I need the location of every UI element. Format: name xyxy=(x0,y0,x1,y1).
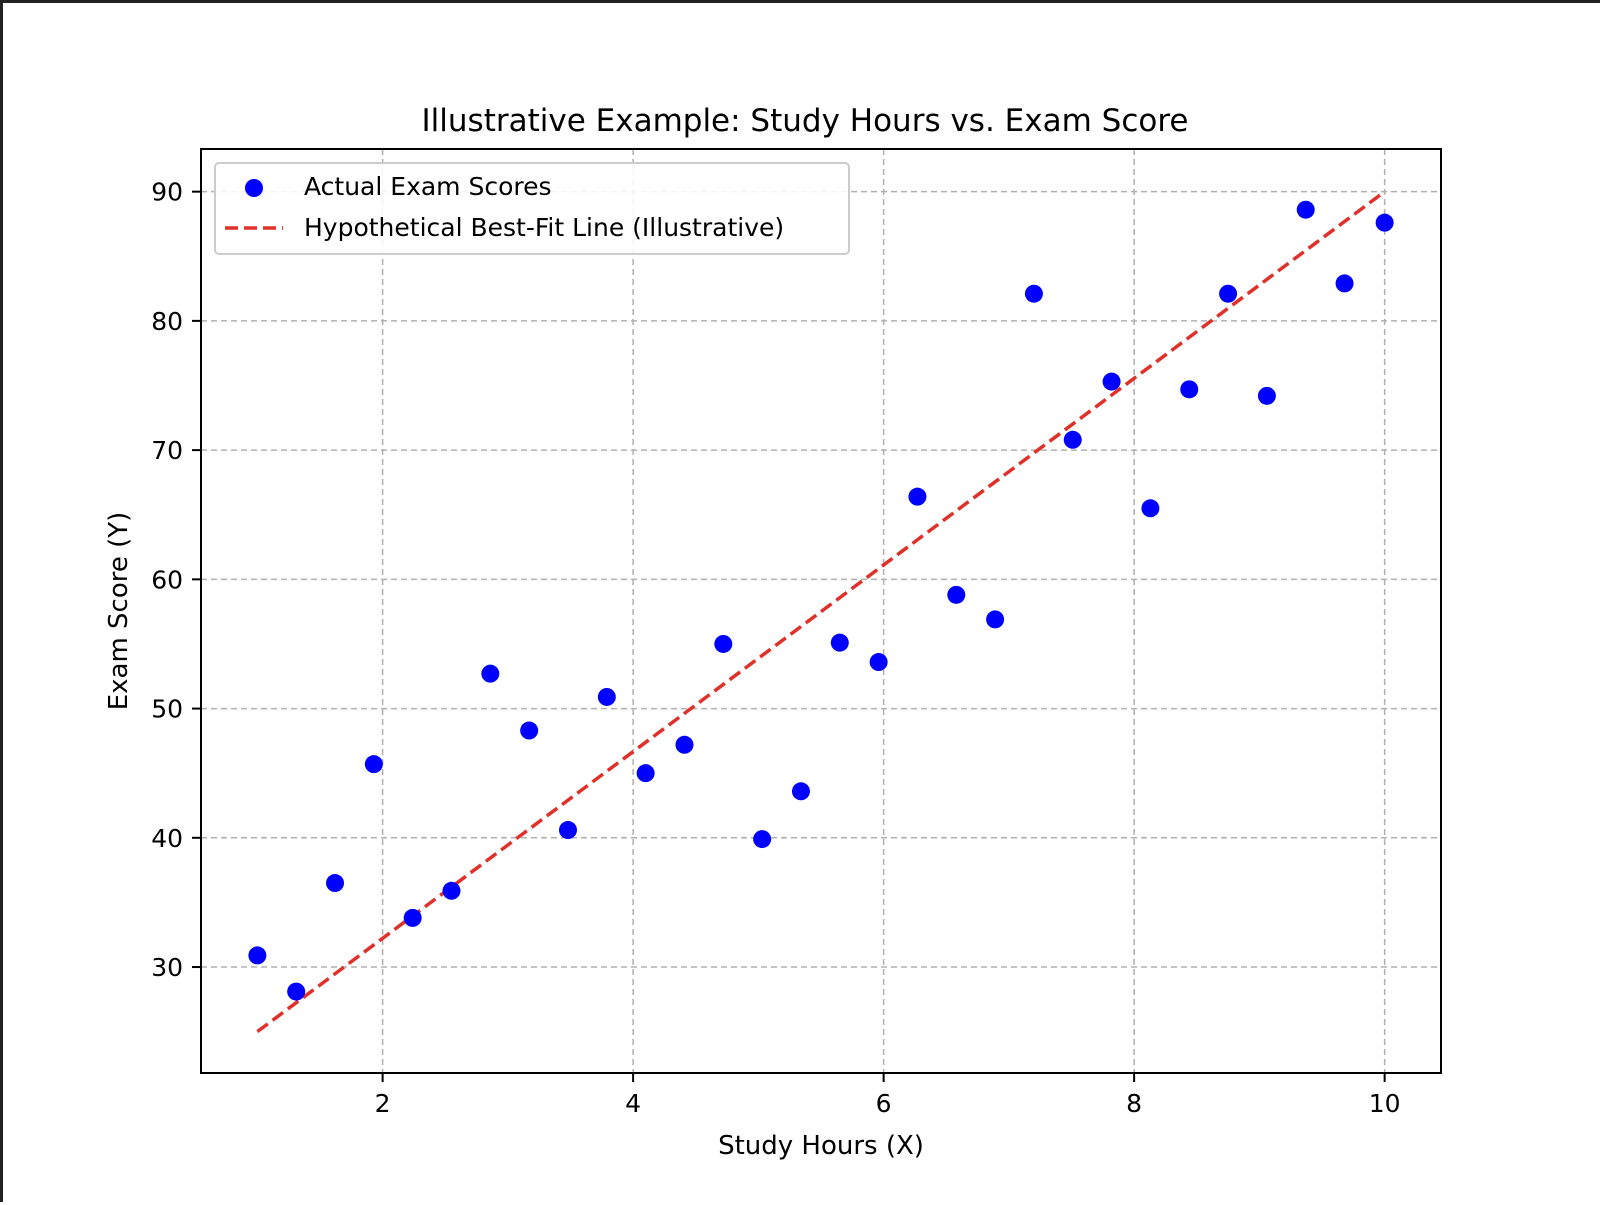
data-point xyxy=(791,782,810,801)
data-point xyxy=(558,821,577,840)
data-point xyxy=(364,755,383,774)
y-tick-label: 40 xyxy=(151,824,183,853)
x-tick-label: 8 xyxy=(1126,1089,1142,1118)
data-point xyxy=(947,585,966,604)
best-fit-line-layer xyxy=(256,190,1386,1034)
x-tick-label: 10 xyxy=(1369,1089,1401,1118)
data-point xyxy=(287,982,306,1001)
data-point xyxy=(1024,284,1043,303)
data-point xyxy=(520,721,539,740)
legend-box xyxy=(214,162,850,255)
data-point xyxy=(908,487,927,506)
legend: Actual Exam Scores Hypothetical Best-Fit… xyxy=(214,162,850,255)
y-tick-label: 90 xyxy=(151,178,183,207)
y-tick-label: 70 xyxy=(151,436,183,465)
data-point xyxy=(403,908,422,927)
data-point xyxy=(1063,430,1082,449)
x-tick-label: 2 xyxy=(375,1089,391,1118)
y-tick-label: 50 xyxy=(151,695,183,724)
x-axis-label: Study Hours (X) xyxy=(718,1131,924,1161)
data-point xyxy=(1141,499,1160,518)
data-point xyxy=(986,610,1005,629)
plot-area-border xyxy=(200,148,1442,1074)
grid xyxy=(201,149,1441,1073)
x-tick-label: 6 xyxy=(876,1089,892,1118)
data-point xyxy=(830,633,849,652)
y-tick-label: 30 xyxy=(151,953,183,982)
data-point xyxy=(1375,213,1394,232)
data-point xyxy=(714,634,733,653)
y-axis-ticks: 30 40 50 60 70 80 90 xyxy=(151,178,201,982)
data-point xyxy=(753,830,772,849)
data-point xyxy=(1296,200,1315,219)
chart-title: Illustrative Example: Study Hours vs. Ex… xyxy=(422,103,1189,139)
data-point xyxy=(1180,380,1199,399)
data-points xyxy=(248,200,1394,1001)
data-point xyxy=(636,764,655,783)
data-point xyxy=(1102,372,1121,391)
data-point xyxy=(675,735,694,754)
legend-label-line: Hypothetical Best-Fit Line (Illustrative… xyxy=(304,213,784,242)
data-point xyxy=(597,687,616,706)
y-tick-label: 60 xyxy=(151,565,183,594)
data-point xyxy=(248,946,267,965)
y-axis-label: Exam Score (Y) xyxy=(104,512,134,711)
x-tick-label: 4 xyxy=(625,1089,641,1118)
data-point xyxy=(326,874,345,893)
data-point xyxy=(442,881,461,900)
best-fit-line xyxy=(256,190,1386,1034)
data-point xyxy=(1335,274,1354,293)
data-point xyxy=(1257,386,1276,405)
legend-label-scatter: Actual Exam Scores xyxy=(304,172,552,201)
scatter-chart: Illustrative Example: Study Hours vs. Ex… xyxy=(104,103,1442,1161)
y-tick-label: 80 xyxy=(151,307,183,336)
data-point xyxy=(481,664,500,683)
data-point xyxy=(1219,284,1238,303)
x-axis-ticks: 2 4 6 8 10 xyxy=(375,1073,1401,1118)
legend-marker-scatter xyxy=(245,179,263,197)
data-point xyxy=(869,653,888,672)
